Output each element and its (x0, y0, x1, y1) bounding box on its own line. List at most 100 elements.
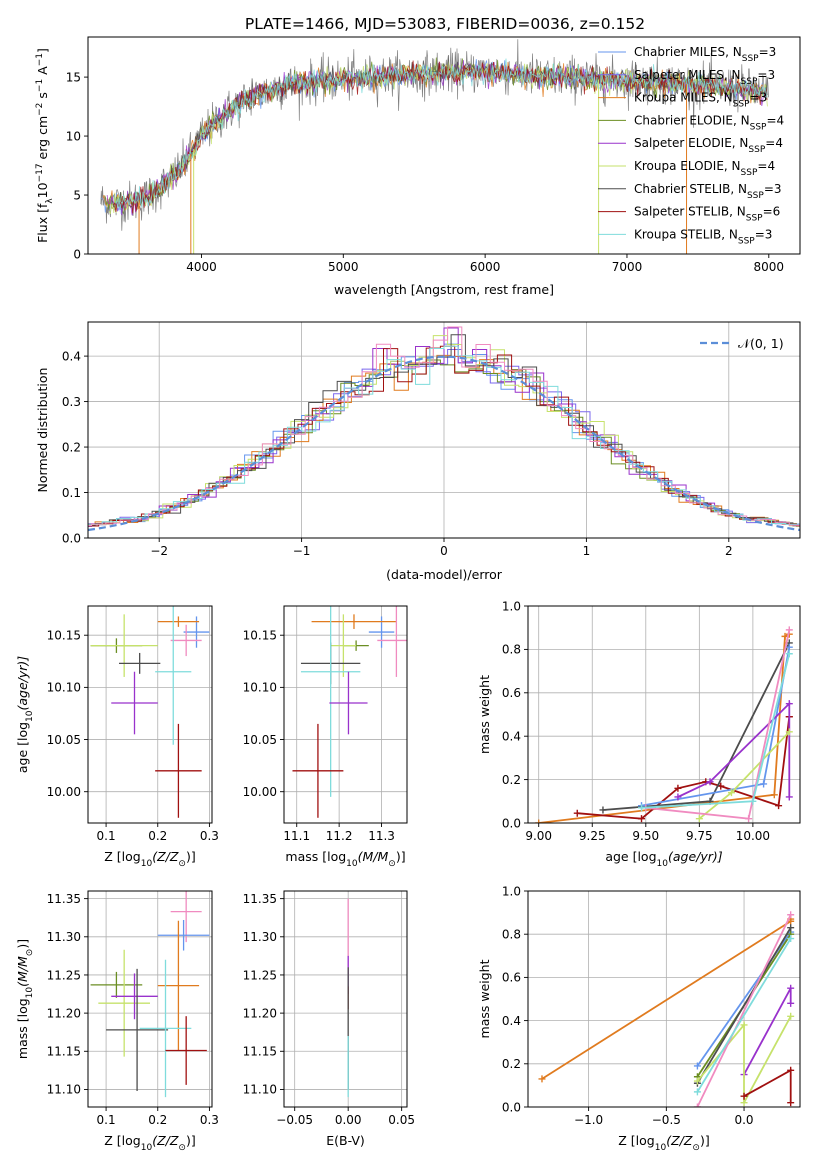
series-marker (760, 780, 768, 788)
legend: Chabrier MILES, NSSP=3 Salpeter MILES, NS… (598, 45, 784, 246)
legend-label: Salpeter MILES, NSSP=3 (634, 68, 775, 87)
y-tick-label: 10.15 (47, 629, 81, 643)
y-axis-label: mass weight (477, 959, 492, 1038)
x-axis-label: age [log10(age/yr)] (605, 849, 722, 869)
series-marker (745, 815, 753, 823)
plot-area-age_mass_weight (535, 626, 793, 823)
y-tick-label: 0.0 (502, 816, 521, 830)
weight-series (693, 935, 795, 1096)
x-tick-label: 6000 (470, 260, 501, 274)
series-line (743, 1068, 792, 1103)
legend-label: Kroupa ELODIE, NSSP=4 (634, 159, 775, 178)
y-tick-label: 10.10 (47, 681, 81, 695)
series-marker (787, 911, 795, 919)
y-tick-label: 0.4 (502, 1014, 521, 1028)
x-tick-label: −0.05 (276, 1113, 313, 1127)
series-line (696, 914, 792, 1107)
plot-area-z_vs_mass (90, 891, 210, 1098)
y-tick-label: 11.15 (47, 1045, 81, 1059)
y-tick-label: 0.2 (502, 773, 521, 787)
series-marker (573, 809, 581, 817)
y-axis-label: Normed distribution (35, 368, 50, 493)
series-line (677, 701, 791, 798)
x-tick-label: 5000 (328, 260, 359, 274)
plot-area-residuals (88, 326, 800, 532)
x-axis-label: (data-model)/error (386, 567, 503, 582)
x-tick-label: 9.00 (525, 829, 552, 843)
error-point (157, 920, 200, 1051)
error-point (155, 606, 192, 745)
y-axis-label: mass weight (477, 675, 492, 754)
error-point (292, 723, 344, 818)
error-point (111, 973, 158, 1020)
series-marker (787, 924, 795, 932)
x-tick-label: 9.25 (579, 829, 606, 843)
y-tick-label: 1.0 (502, 599, 521, 613)
y-tick-label: 0.4 (62, 349, 81, 363)
axes-z_mass_weight: −1.0 −0.5 0.0 0.0 0.2 0.4 0.6 0.8 1.0 Z [log10(Z/… (477, 884, 801, 1153)
y-tick-label: 10 (66, 129, 81, 143)
series-marker (638, 804, 646, 812)
weight-series (695, 728, 793, 823)
legend-label: Kroupa STELIB, NSSP=3 (634, 227, 772, 246)
gaussian-curve (88, 355, 800, 532)
x-tick-label: 8000 (754, 260, 785, 274)
x-tick-label: 0.05 (388, 1113, 415, 1127)
series-marker (785, 643, 793, 651)
x-tick-label: −0.5 (652, 1113, 681, 1127)
y-tick-label: 10.05 (243, 733, 277, 747)
error-point (329, 671, 368, 735)
legend-label: Chabrier ELODIE, NSSP=4 (634, 113, 784, 132)
x-tick-label: 11.2 (326, 829, 353, 843)
legend-label: Salpeter ELODIE, NSSP=4 (634, 136, 783, 155)
axes-spectrum: 4000 5000 6000 7000 8000 0 5 10 15 wavelength [An… (35, 36, 801, 297)
axes-frame (527, 605, 801, 824)
series-marker (775, 802, 783, 810)
y-tick-label: 0.2 (62, 440, 81, 454)
plot-area-spectrum (100, 39, 769, 254)
x-tick-label: −1 (293, 544, 311, 558)
series-marker (785, 793, 793, 801)
series-marker (638, 815, 646, 823)
y-axis-label: age [log10(age/yr)] (15, 656, 35, 773)
series-marker (535, 819, 543, 823)
x-tick-label: 0 (440, 544, 448, 558)
error-point (170, 624, 202, 657)
series-marker (770, 791, 778, 799)
axes-ebv_vs_mass: −0.05 0.00 0.05 11.10 11.15 11.20 11.25 11.30 11… (243, 890, 415, 1148)
model-spectrum (115, 58, 768, 211)
histogram-series (88, 359, 800, 527)
axes-frame (87, 605, 213, 824)
series-marker (785, 728, 793, 736)
axes-z_vs_age: 0.1 0.2 0.3 10.00 10.05 10.10 10.15 Z [log10(Z/… (15, 605, 219, 869)
error-point (157, 616, 200, 627)
error-point (106, 968, 169, 1091)
y-tick-label: 0.3 (62, 395, 81, 409)
x-tick-label: 9.75 (686, 829, 713, 843)
x-tick-label: −2 (150, 544, 168, 558)
y-tick-label: 11.15 (243, 1045, 277, 1059)
series-marker (599, 806, 607, 814)
axes-frame (527, 890, 801, 1108)
axes-frame (283, 605, 408, 824)
x-tick-label: −1.0 (574, 1113, 603, 1127)
error-point (98, 949, 150, 1057)
x-axis-label: E(B-V) (326, 1133, 365, 1148)
x-tick-label: 11.3 (368, 829, 395, 843)
x-tick-label: 11.1 (283, 829, 310, 843)
error-point (300, 606, 361, 797)
series-marker (787, 984, 795, 992)
error-point (111, 671, 158, 735)
series-marker (727, 789, 735, 797)
legend-label: Kroupa MILES, NSSP=3 (634, 91, 767, 110)
x-tick-label: 0.2 (148, 1113, 167, 1127)
histogram-series (88, 326, 800, 526)
legend-label: Chabrier STELIB, NSSP=3 (634, 182, 782, 201)
series-marker (695, 815, 703, 823)
figure-title: PLATE=1466, MJD=53083, FIBERID=0036, z=0… (245, 15, 645, 33)
x-tick-label: 4000 (186, 260, 217, 274)
series-line (538, 633, 790, 823)
plot-area-z_mass_weight (538, 911, 795, 1107)
y-tick-label: 0.4 (502, 730, 521, 744)
